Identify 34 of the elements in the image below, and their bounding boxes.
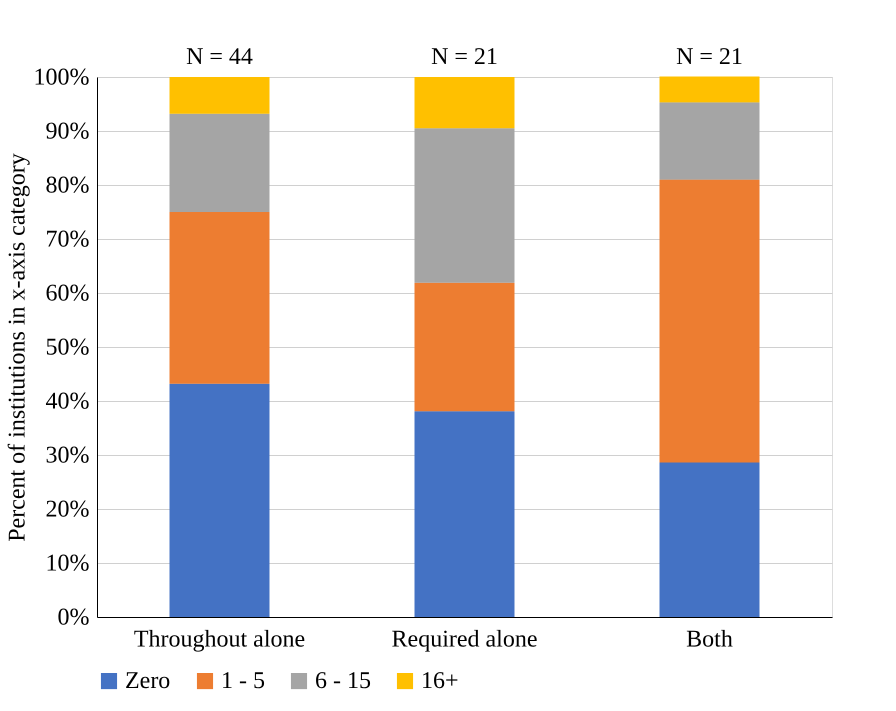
y-tick-label: 80% [46,172,90,198]
y-tick-label: 90% [46,118,90,144]
bar [660,102,760,180]
y-tick-label: 50% [46,334,90,360]
legend-label: 6 - 15 [315,668,371,694]
bar [414,77,514,128]
y-tick-label: 10% [46,550,90,576]
legend-label: 1 - 5 [221,668,265,694]
bar [414,282,514,412]
annotation: N = 21 [676,44,743,70]
legend-label: Zero [125,668,170,694]
bar [660,462,760,617]
x-tick-label: Required alone [392,626,538,652]
annotation: N = 44 [186,44,253,70]
bar [170,77,270,114]
annotation: N = 21 [431,44,498,70]
legend-label: 16+ [421,668,459,694]
x-tick-label: Throughout alone [134,626,306,652]
y-tick-label: 0% [58,604,90,630]
y-tick-label: 60% [46,280,90,306]
y-axis-title: Percent of institutions in x-axis category [4,153,31,542]
bar [170,212,270,384]
y-tick-label: 30% [46,442,90,468]
bar [170,114,270,212]
y-tick-label: 70% [46,226,90,252]
bar [660,76,760,102]
y-tick-label: 20% [46,496,90,522]
y-tick-label: 100% [34,64,90,90]
y-tick-label: 40% [46,388,90,414]
bar [660,180,760,463]
bar [414,128,514,283]
bar [170,384,270,617]
bar [414,411,514,617]
x-tick-label: Both [686,626,733,652]
